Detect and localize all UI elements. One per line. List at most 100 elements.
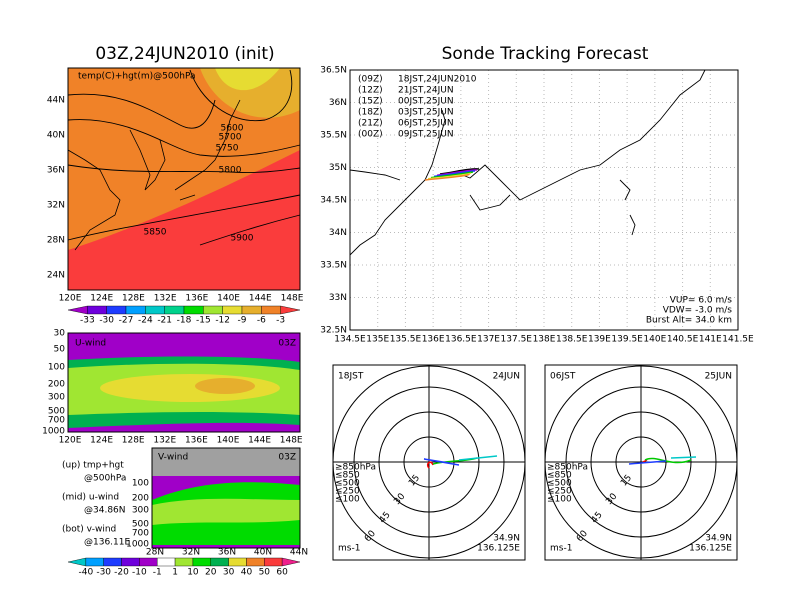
x-tick-label: 140E	[217, 436, 240, 446]
x-tick-label: 36N	[218, 548, 236, 558]
colorbar-label: -10	[132, 568, 147, 578]
colorbar-swatch	[121, 557, 140, 567]
colorbar-swatch	[106, 305, 127, 315]
x-tick-label: 139E	[588, 335, 611, 345]
colorbar-label: -12	[215, 316, 230, 326]
x-tick-label: 136E	[185, 436, 208, 446]
colorbar-label: 1	[172, 568, 178, 578]
y-tick-label: 36N	[47, 166, 65, 176]
hodo-lon: 136.125E	[477, 544, 520, 554]
track-line	[427, 172, 472, 180]
colorbar-label: -27	[119, 316, 134, 326]
y-tick-label: 33.5N	[320, 261, 347, 271]
x-tick-label: 135E	[366, 335, 389, 345]
warm-region	[68, 150, 300, 290]
x-tick-label: 137.5E	[501, 335, 533, 345]
x-tick-label: 148E	[281, 294, 304, 304]
colorbar-label: 30	[223, 568, 235, 578]
colorbar-swatch	[174, 557, 194, 567]
track-line	[436, 169, 478, 176]
x-tick-label: 120E	[59, 436, 82, 446]
colorbar-swatch	[192, 557, 211, 567]
panel-time: 03Z	[278, 453, 296, 463]
colorbar-swatch	[145, 305, 165, 315]
param: VDW= -3.0 m/s	[663, 306, 733, 316]
track-line	[439, 168, 480, 175]
y-tick-label: 200	[48, 380, 65, 390]
y-tick-label: 700	[132, 529, 149, 539]
panel-label: V-wind	[158, 453, 188, 463]
contour	[67, 69, 301, 246]
track-line	[424, 173, 470, 181]
hodo-unit: ms-1	[550, 544, 572, 554]
note: (bot) v-wind	[62, 525, 116, 535]
hodo-lat: 34.9N	[493, 534, 520, 544]
hodo-trace	[642, 459, 648, 463]
hodo-trace	[458, 455, 498, 461]
x-tick-label: 40N	[254, 548, 272, 558]
hodo-trace	[423, 458, 460, 466]
colorbar-swatch	[103, 557, 122, 567]
hodo-trace	[670, 456, 697, 459]
hodo-unit: ms-1	[338, 544, 360, 554]
y-tick-label: 24N	[47, 271, 65, 281]
x-tick-label: 120E	[59, 294, 82, 304]
y-tick-label: 35.5N	[320, 131, 347, 141]
x-tick-label: 132E	[154, 294, 177, 304]
x-tick-label: 124E	[90, 294, 113, 304]
legend-text: 03JST,25JUN	[398, 108, 454, 118]
x-tick-label: 135.5E	[390, 335, 422, 345]
hodo-lon: 136.125E	[689, 544, 732, 554]
x-tick-label: 138E	[533, 335, 556, 345]
param: Burst Alt= 34.0 km	[646, 316, 732, 326]
level-label: ≤100	[547, 495, 572, 505]
y-tick-label: 40N	[47, 131, 65, 141]
legend-time: (18Z)	[358, 108, 383, 118]
contour-label: 5900	[231, 234, 254, 244]
hodo-date: 24JUN	[493, 372, 520, 382]
y-tick-label: 100	[48, 363, 65, 373]
level-label: ≤250	[335, 487, 360, 497]
hodo-lat: 34.9N	[705, 534, 732, 544]
colorbar-label: 60	[276, 568, 288, 578]
colorbar-swatch	[67, 305, 88, 315]
colorbar-label: 40	[241, 568, 253, 578]
x-tick-label: 141.5E	[722, 335, 754, 345]
level-label: ≤100	[335, 495, 360, 505]
colorbar-label: -21	[157, 316, 172, 326]
y-tick-label: 100	[132, 479, 149, 489]
y-tick-label: 200	[132, 494, 149, 504]
legend-text: 18JST,24JUN2010	[398, 75, 477, 85]
y-tick-label: 32N	[47, 201, 65, 211]
x-tick-label: 148E	[280, 436, 303, 446]
colorbar-label: 20	[205, 568, 217, 578]
x-tick-label: 139.5E	[611, 335, 643, 345]
x-tick-label: 132E	[153, 436, 176, 446]
vwind-frame	[151, 447, 301, 549]
level-label: ≤250	[547, 487, 572, 497]
colorbar-label: -9	[238, 316, 247, 326]
level-label: ≥850hPa	[335, 463, 376, 473]
panel-label: U-wind	[75, 339, 106, 349]
hodo-time: 18JST	[338, 372, 364, 382]
y-tick-label: 700	[48, 416, 65, 426]
x-tick-label: 136E	[422, 335, 445, 345]
level-label: ≤850	[335, 471, 360, 481]
param: VUP= 6.0 m/s	[670, 296, 733, 306]
y-tick-label: 50	[54, 345, 66, 355]
x-tick-label: 44N	[290, 548, 308, 558]
x-tick-label: 140E	[217, 294, 240, 304]
colorbar-swatch	[85, 557, 104, 567]
y-tick-label: 300	[48, 393, 65, 403]
coastline	[349, 69, 706, 256]
legend-time: (09Z)	[358, 75, 383, 85]
colorbar-swatch	[280, 305, 301, 315]
colorbar-swatch	[67, 557, 87, 567]
vwind-top	[152, 448, 300, 476]
coastline	[67, 99, 241, 251]
x-tick-label: 140.5E	[667, 335, 699, 345]
y-tick-label: 34N	[329, 228, 347, 238]
colorbar-swatch	[157, 557, 176, 567]
map-label: temp(C)+hgt(m)@500hPa	[78, 72, 196, 82]
